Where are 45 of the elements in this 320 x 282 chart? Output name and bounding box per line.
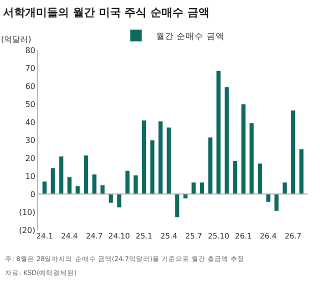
y-tick-label: (20) (18, 226, 36, 235)
legend-label: 월간 순매수 금액 (156, 32, 224, 42)
bar (133, 174, 138, 194)
bar (216, 70, 222, 194)
bar (100, 184, 106, 194)
bar (208, 137, 213, 194)
bar (158, 120, 164, 194)
bar (232, 160, 238, 194)
y-tick-label: 60 (25, 82, 36, 91)
bar (42, 181, 48, 194)
bar (150, 140, 155, 194)
y-tick-label: 50 (25, 100, 36, 109)
bar (75, 186, 80, 194)
y-tick-label: 30 (25, 136, 36, 145)
bar (141, 120, 147, 194)
y-tick-label: 70 (25, 64, 36, 73)
y-tick-label: 10 (25, 172, 36, 181)
bar (66, 176, 72, 194)
bar (249, 122, 254, 194)
bar (257, 163, 262, 194)
bar (266, 194, 271, 202)
y-tick-label: 80 (25, 46, 36, 55)
bar (58, 156, 64, 194)
bar (274, 194, 280, 212)
bar (124, 170, 130, 194)
bar (298, 148, 304, 194)
y-tick-label: 20 (25, 154, 36, 163)
bar (282, 182, 288, 194)
y-tick-label: (10) (18, 208, 36, 217)
bar (108, 194, 114, 204)
bar (116, 194, 122, 208)
bar (174, 194, 180, 218)
chart-title: 서학개미들의 월간 미국 주식 순매수 금액 (3, 6, 210, 20)
y-tick-label: 0 (30, 190, 36, 199)
bar (224, 86, 230, 194)
bar (191, 182, 196, 194)
bar (84, 155, 89, 194)
bar (50, 168, 56, 194)
bar (166, 127, 172, 194)
bar (199, 182, 205, 194)
y-axis-title: (억달러) (1, 35, 32, 44)
bar (290, 110, 296, 194)
bar (240, 104, 246, 194)
y-tick-label: 40 (25, 118, 36, 127)
bar (92, 174, 97, 194)
